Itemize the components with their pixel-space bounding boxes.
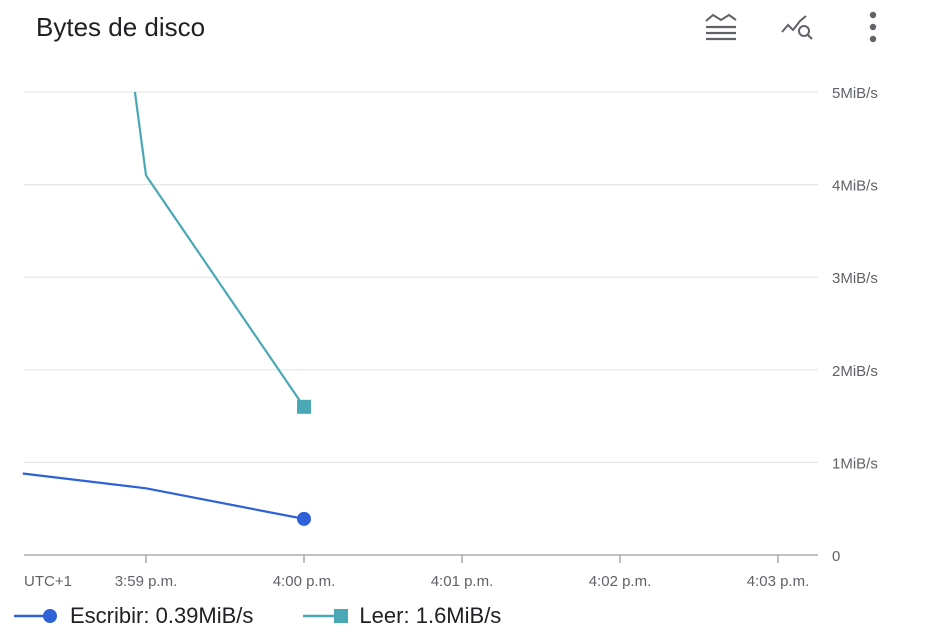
y-tick-label: 2MiB/s	[832, 363, 878, 380]
legend-sep-escribir: :	[143, 603, 150, 628]
x-tick-label: 4:01 p.m.	[431, 573, 494, 590]
x-tick-label: 4:03 p.m.	[747, 573, 810, 590]
series-line-write	[22, 472, 305, 520]
y-tick-label: 5MiB/s	[832, 85, 878, 102]
y-tick-label: 0	[832, 548, 840, 565]
explore-chart-icon	[780, 12, 814, 42]
x-tick-label: 4:02 p.m.	[589, 573, 652, 590]
more-vert-icon	[868, 11, 878, 43]
legend-value-escribir: 0.39MiB/s	[155, 603, 254, 628]
legend-sep-leer: :	[403, 603, 410, 628]
legend-label-escribir: Escribir	[70, 603, 144, 628]
series-line-read	[133, 91, 305, 408]
legend-toggle-button[interactable]	[702, 8, 740, 46]
legend-swatch-escribir	[14, 609, 57, 623]
legend-value-leer: 1.6MiB/s	[415, 603, 502, 628]
y-tick-label: 3MiB/s	[832, 270, 878, 287]
y-tick-label: 4MiB/s	[832, 178, 878, 195]
series-endpoint-read	[297, 399, 311, 414]
line-chart: 0 1MiB/s 2MiB/s 3MiB/s 4MiB/s 5MiB/s 3:59 p.m.…	[22, 85, 878, 590]
more-options-button[interactable]	[854, 8, 892, 46]
legend-swatch-leer	[303, 609, 349, 623]
x-tick-label: 4:00 p.m.	[273, 573, 336, 590]
legend-label-leer: Leer	[359, 603, 404, 628]
chart-title: Bytes de disco	[36, 12, 206, 42]
legend-toggle-icon	[704, 12, 738, 42]
series-endpoint-write	[297, 511, 311, 526]
legend-item-escribir[interactable]: Escribir: 0.39MiB/s	[14, 603, 253, 629]
chart-legend: Escribir: 0.39MiB/s Leer: 1.6MiB/s	[14, 598, 551, 634]
y-tick-label: 1MiB/s	[832, 455, 878, 472]
timezone-label: UTC+1	[24, 573, 72, 590]
explore-chart-button[interactable]	[778, 8, 816, 46]
legend-item-leer[interactable]: Leer: 1.6MiB/s	[303, 603, 501, 629]
x-tick-label: 3:59 p.m.	[115, 573, 178, 590]
